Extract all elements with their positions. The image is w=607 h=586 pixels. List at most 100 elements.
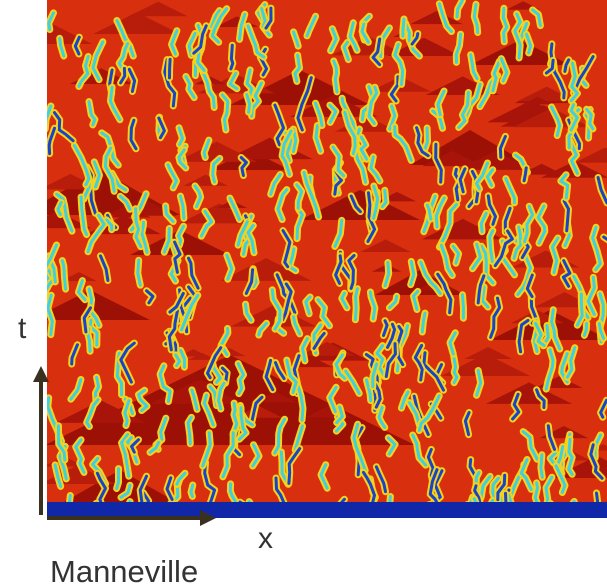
turbulence-core <box>559 173 570 200</box>
turbulence-core <box>493 229 514 268</box>
turbulence-core <box>411 433 428 467</box>
turbulence-core <box>369 155 382 183</box>
turbulence-core <box>504 177 516 205</box>
turbulence-core <box>167 309 179 352</box>
turbulence-core <box>382 319 389 337</box>
turbulence-core <box>347 254 356 290</box>
turbulence-core <box>436 89 446 117</box>
turbulence-core <box>280 129 293 176</box>
turbulence-core <box>469 53 479 81</box>
turbulence-core <box>399 390 410 410</box>
laminar-patch <box>176 141 258 162</box>
turbulence-core <box>82 306 92 334</box>
turbulence-core <box>245 68 254 99</box>
turbulence-core <box>329 27 338 53</box>
turbulence-core <box>58 36 66 58</box>
turbulence-core <box>77 55 90 88</box>
turbulence-core <box>420 311 427 334</box>
turbulence-core <box>273 103 285 147</box>
turbulence-core <box>485 168 495 187</box>
turbulence-core <box>157 116 166 140</box>
turbulence-core <box>409 260 416 287</box>
turbulence-core <box>201 431 212 468</box>
turbulence-core <box>568 139 579 175</box>
turbulence-core <box>119 66 127 85</box>
turbulence-core <box>73 35 81 56</box>
turbulence-core <box>550 105 562 137</box>
turbulence-core <box>158 364 172 403</box>
turbulence-core <box>244 268 255 295</box>
turbulence-core <box>264 6 273 30</box>
turbulence-core <box>166 163 178 190</box>
turbulence-core <box>47 11 55 31</box>
turbulence-core <box>53 463 63 488</box>
turbulence-core <box>250 395 264 423</box>
turbulence-core <box>170 29 179 56</box>
turbulence-core <box>386 436 397 456</box>
turbulence-core <box>488 229 495 264</box>
turbulence-core <box>225 253 234 281</box>
laminar-patch <box>93 12 181 35</box>
turbulence-core <box>343 110 357 156</box>
turbulence-core <box>103 146 116 193</box>
turbulence-core <box>451 244 461 265</box>
turbulence-core <box>554 464 567 494</box>
turbulence-core <box>535 388 546 409</box>
laminar-patch <box>220 258 312 281</box>
turbulence-core <box>342 40 350 62</box>
turbulence-core <box>92 160 101 189</box>
turbulence-core <box>305 14 318 38</box>
turbulence-core <box>463 411 471 437</box>
turbulence-core <box>599 398 607 419</box>
turbulence-core <box>582 322 589 337</box>
turbulence-core <box>210 7 229 44</box>
turbulence-core <box>328 385 338 414</box>
turbulence-core <box>238 12 247 41</box>
turbulence-core <box>389 75 400 103</box>
turbulence-core <box>344 369 361 395</box>
turbulence-core <box>77 279 87 302</box>
turbulence-core <box>228 71 239 91</box>
turbulence-core <box>415 126 430 158</box>
turbulence-core <box>314 124 323 153</box>
x-label: x <box>258 522 273 555</box>
turbulence-core <box>190 388 199 411</box>
spatiotemporal-field <box>47 0 607 518</box>
turbulence-core <box>293 53 301 83</box>
turbulence-core <box>55 192 74 233</box>
turbulence-core <box>353 287 359 322</box>
turbulence-core <box>202 138 211 159</box>
turbulence-core <box>498 134 507 159</box>
turbulence-core <box>367 85 379 125</box>
turbulence-core <box>206 346 223 380</box>
turbulence-core <box>119 341 136 384</box>
turbulence-core <box>371 37 382 67</box>
turbulence-core <box>85 398 100 428</box>
turbulence-core <box>372 184 380 220</box>
turbulence-core <box>246 223 256 255</box>
turbulence-core <box>546 424 556 451</box>
turbulence-core <box>475 369 483 397</box>
turbulence-core <box>134 207 143 249</box>
turbulence-core <box>550 236 560 275</box>
turbulence-core <box>331 145 346 178</box>
turbulence-core <box>199 209 214 238</box>
turbulence-core <box>180 293 200 332</box>
turbulence-core <box>422 351 445 392</box>
turbulence-core <box>517 318 530 354</box>
turbulence-core <box>178 194 186 220</box>
turbulence-core <box>314 101 324 127</box>
turbulence-core <box>403 21 421 58</box>
turbulence-core <box>550 308 562 351</box>
turbulence-core <box>388 104 397 131</box>
turbulence-core <box>88 318 99 347</box>
turbulence-core <box>475 161 489 191</box>
turbulence-core <box>186 415 193 446</box>
turbulence-core <box>163 58 177 108</box>
laminar-patch <box>485 382 573 404</box>
x-arrow-head <box>200 510 216 526</box>
laminar-patch <box>464 346 513 359</box>
turbulence-core <box>393 42 405 86</box>
turbulence-core <box>148 440 161 454</box>
turbulence-core <box>105 218 114 232</box>
